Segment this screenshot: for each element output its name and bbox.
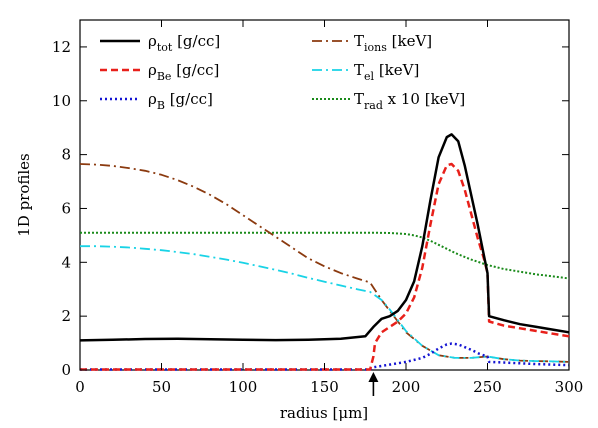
y-tick-label: 4: [61, 253, 71, 271]
arrow-marker: [368, 372, 379, 396]
x-tick-label: 0: [75, 378, 85, 396]
y-tick-label: 0: [61, 361, 71, 379]
x-tick-label: 200: [392, 378, 421, 396]
x-tick-label: 50: [152, 378, 171, 396]
legend: ρtot [g/cc] ρBe [g/cc] ρB [g/cc] Tions [keV…: [100, 32, 465, 112]
legend-label-B: ρB [g/cc]: [148, 90, 213, 112]
legend-label-Be: ρBe [g/cc]: [148, 61, 219, 83]
x-axis-label: radius [μm]: [280, 404, 368, 422]
x-tick-label: 300: [555, 378, 584, 396]
x-tick-label: 150: [310, 378, 339, 396]
y-tick-label: 6: [61, 199, 71, 217]
series-layer: [79, 133, 570, 371]
y-tick-label: 8: [61, 146, 71, 164]
legend-label-tot: ρtot [g/cc]: [148, 32, 220, 54]
series-line-tot: [79, 133, 570, 342]
series-line-rad: [80, 231, 570, 280]
y-tick-label: 2: [61, 307, 71, 325]
ticks-layer: 0 50 100 150 200 250 300 0 2 4 6 8 10 12: [52, 20, 583, 396]
y-tick-label: 10: [52, 92, 71, 110]
series-line-el: [80, 245, 570, 363]
y-tick-label: 12: [52, 38, 71, 56]
legend-label-ions: Tions [keV]: [354, 32, 432, 54]
legend-label-rad: Trad x 10 [keV]: [354, 90, 465, 112]
y-axis-label: 1D profiles: [15, 153, 33, 237]
x-tick-label: 250: [473, 378, 502, 396]
series-line-ions: [79, 163, 570, 363]
series-line-Be: [80, 162, 570, 371]
legend-label-el: Tel [keV]: [354, 61, 419, 83]
x-tick-label: 100: [229, 378, 258, 396]
